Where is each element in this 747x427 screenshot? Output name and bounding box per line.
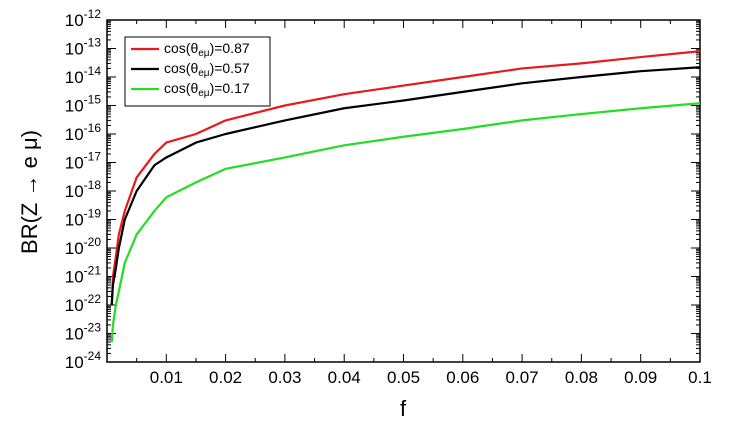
- y-tick-label: 10-12: [65, 7, 102, 30]
- y-tick-label: 10-21: [65, 264, 102, 287]
- y-tick-label: 10-19: [65, 207, 102, 230]
- y-axis-label: BR(Z → e μ): [17, 130, 42, 254]
- y-tick-label: 10-15: [65, 93, 102, 116]
- x-tick-label: 0.02: [209, 368, 242, 387]
- y-tick-label: 10-23: [65, 321, 102, 344]
- y-tick-label: 10-24: [65, 349, 102, 372]
- y-tick-label: 10-17: [65, 150, 102, 173]
- x-tick-label: 0.08: [565, 368, 598, 387]
- x-axis-ticks: 0.01 0.02 0.03 0.04 0.05 0.06 0.07 0.08 0.09 0.1: [106, 20, 712, 387]
- legend-label-2: cos(θeμ)=0.17: [164, 80, 250, 99]
- x-tick-label: 0.1: [688, 368, 712, 387]
- x-tick-label: 0.06: [446, 368, 479, 387]
- y-axis-ticks: 10-24 10-23 10-22 10-21 10-20 10-19 10-18 10-17…: [65, 7, 700, 372]
- series-layer: [110, 50, 700, 343]
- x-tick-label: 0.07: [506, 368, 539, 387]
- x-tick-label: 0.01: [150, 368, 183, 387]
- x-tick-label: 0.09: [624, 368, 657, 387]
- y-tick-label: 10-18: [65, 178, 102, 201]
- series-line-2: [110, 102, 700, 343]
- x-tick-label: 0.03: [268, 368, 301, 387]
- x-tick-label: 0.05: [387, 368, 420, 387]
- x-tick-label: 0.04: [328, 368, 361, 387]
- y-tick-label: 10-22: [65, 292, 102, 315]
- legend-label-1: cos(θeμ)=0.57: [164, 60, 250, 79]
- y-tick-label: 10-16: [65, 121, 102, 144]
- y-tick-label: 10-20: [65, 235, 102, 258]
- series-line-0: [110, 50, 700, 306]
- y-tick-label: 10-14: [65, 64, 102, 87]
- y-tick-label: 10-13: [65, 36, 102, 59]
- series-line-1: [110, 66, 700, 306]
- x-axis-label: f: [400, 396, 407, 421]
- legend-label-0: cos(θeμ)=0.87: [164, 40, 250, 59]
